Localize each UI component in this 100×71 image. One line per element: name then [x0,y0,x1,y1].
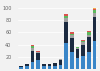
Bar [76,48,79,49]
Bar [93,41,96,69]
Bar [64,18,68,22]
Bar [19,66,23,67]
Bar [64,22,68,43]
Bar [42,66,46,69]
Bar [87,52,91,69]
Bar [81,41,85,42]
Bar [48,64,51,66]
Bar [59,65,62,69]
Bar [76,58,79,69]
Bar [64,43,68,69]
Bar [31,51,34,62]
Bar [25,64,29,66]
Bar [93,9,96,10]
Bar [59,60,62,65]
Bar [70,34,74,35]
Bar [36,53,40,60]
Bar [36,60,40,69]
Bar [36,52,40,53]
Bar [42,64,46,66]
Bar [31,46,34,48]
Bar [70,35,74,38]
Bar [25,66,29,69]
Bar [76,49,79,58]
Bar [36,51,40,52]
Bar [53,63,57,66]
Bar [93,10,96,13]
Bar [59,59,62,60]
Bar [70,52,74,69]
Bar [93,13,96,17]
Bar [64,16,68,18]
Bar [31,48,34,51]
Bar [48,66,51,69]
Bar [81,42,85,45]
Bar [70,38,74,52]
Bar [87,35,91,37]
Bar [76,47,79,48]
Bar [53,66,57,69]
Bar [31,45,34,46]
Bar [87,37,91,52]
Bar [31,62,34,69]
Bar [93,8,96,9]
Bar [81,40,85,41]
Bar [64,14,68,16]
Bar [81,56,85,69]
Bar [81,45,85,56]
Bar [93,17,96,41]
Bar [87,32,91,35]
Bar [19,67,23,69]
Bar [87,31,91,32]
Bar [70,32,74,34]
